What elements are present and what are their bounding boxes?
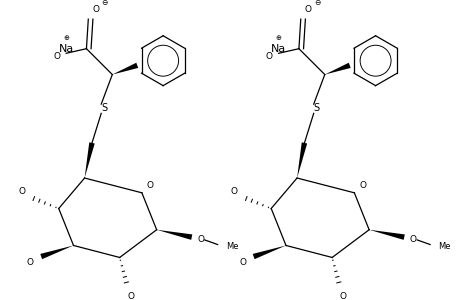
Polygon shape	[297, 142, 307, 178]
Polygon shape	[84, 142, 95, 178]
Text: S: S	[313, 103, 319, 113]
Text: Me: Me	[437, 242, 450, 251]
Text: O: O	[53, 52, 60, 61]
Text: O: O	[230, 188, 237, 196]
Polygon shape	[252, 245, 285, 259]
Text: Na: Na	[58, 44, 73, 54]
Text: Me: Me	[225, 242, 238, 251]
Text: ⊖: ⊖	[313, 0, 320, 7]
Polygon shape	[368, 230, 404, 240]
Text: O: O	[127, 292, 134, 300]
Text: ⊕: ⊕	[275, 34, 281, 40]
Text: O: O	[146, 181, 153, 190]
Polygon shape	[324, 63, 350, 75]
Text: O: O	[92, 5, 99, 14]
Text: O: O	[265, 52, 272, 61]
Text: Na: Na	[270, 44, 285, 54]
Text: ⊖: ⊖	[101, 0, 108, 7]
Text: O: O	[339, 292, 346, 300]
Polygon shape	[112, 63, 138, 75]
Polygon shape	[40, 245, 73, 259]
Text: O: O	[304, 5, 311, 14]
Text: O: O	[239, 258, 246, 267]
Text: O: O	[27, 258, 34, 267]
Text: ⊕: ⊕	[63, 34, 69, 40]
Text: O: O	[409, 236, 416, 244]
Text: O: O	[358, 181, 365, 190]
Polygon shape	[157, 230, 192, 240]
Text: S: S	[101, 103, 107, 113]
Text: O: O	[197, 236, 204, 244]
Text: O: O	[18, 188, 25, 196]
